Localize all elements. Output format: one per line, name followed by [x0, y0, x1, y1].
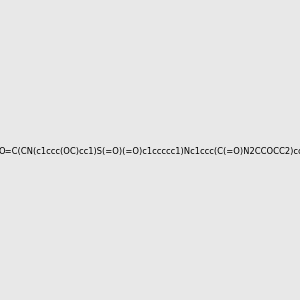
Text: O=C(CN(c1ccc(OC)cc1)S(=O)(=O)c1ccccc1)Nc1ccc(C(=O)N2CCOCC2)cc1: O=C(CN(c1ccc(OC)cc1)S(=O)(=O)c1ccccc1)Nc…	[0, 147, 300, 156]
